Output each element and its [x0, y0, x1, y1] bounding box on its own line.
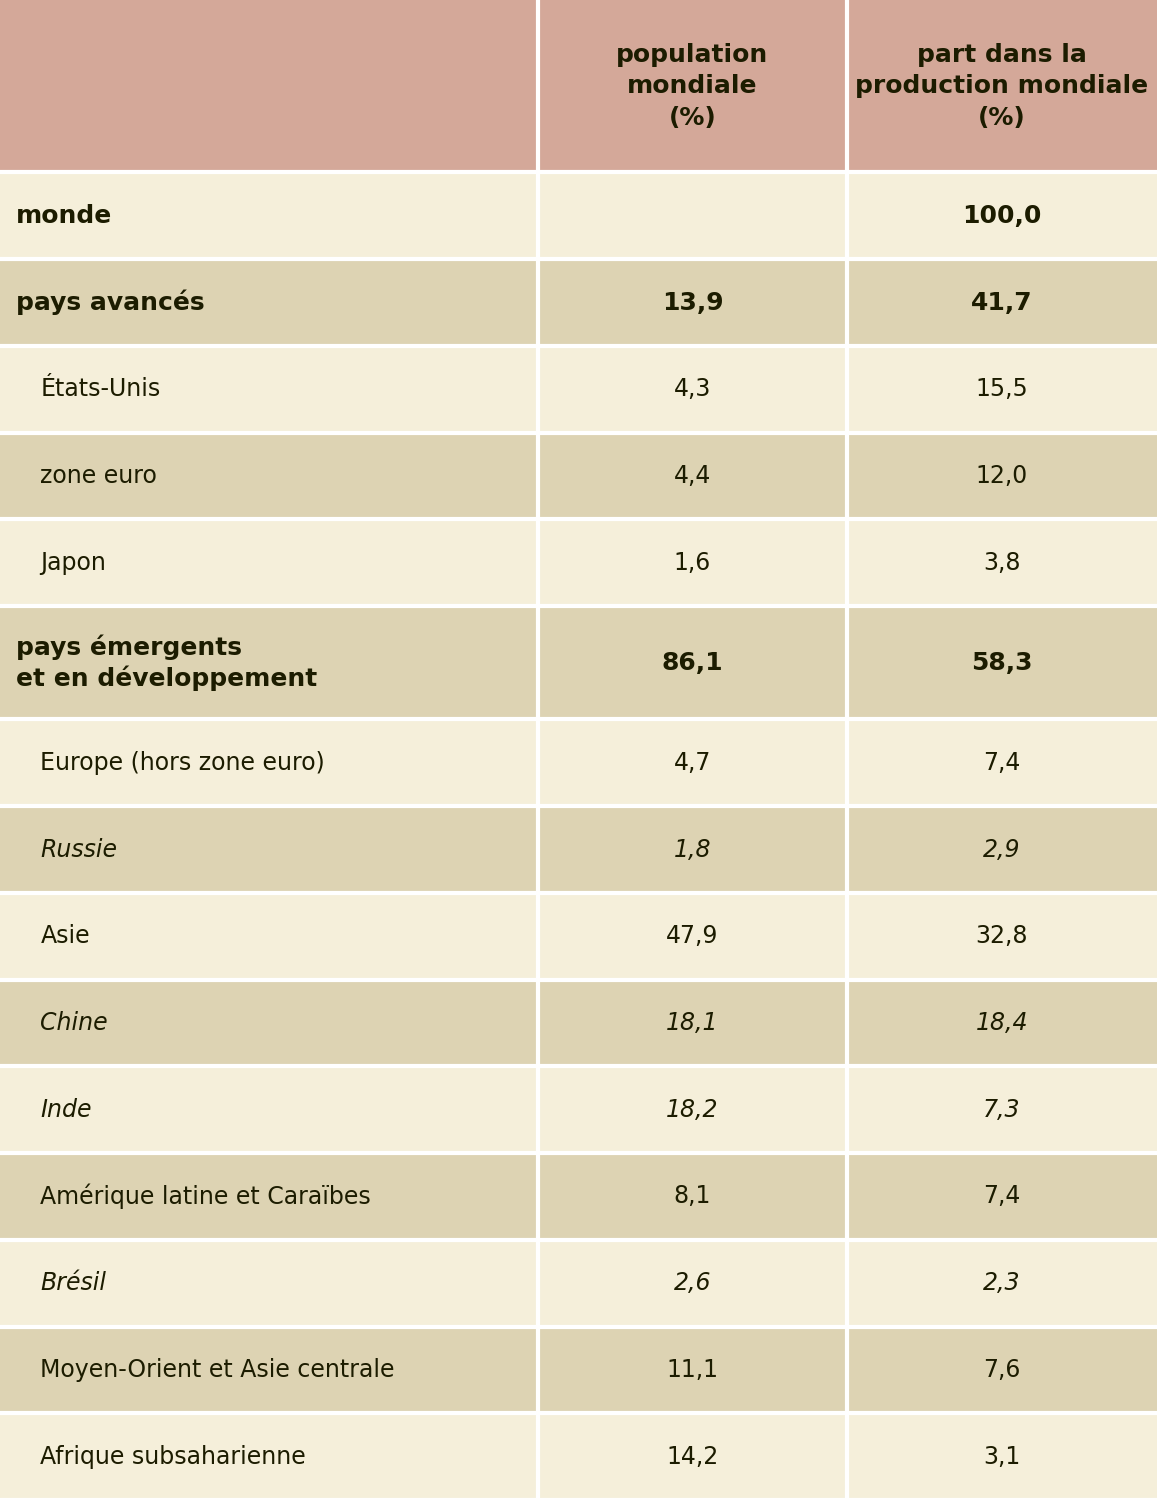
- Text: 18,2: 18,2: [666, 1098, 718, 1122]
- Bar: [0, 260, 538, 347]
- Bar: [0, 720, 538, 806]
- Text: 8,1: 8,1: [673, 1185, 712, 1209]
- Text: 18,1: 18,1: [666, 1011, 718, 1035]
- Bar: [538, 892, 847, 980]
- Text: 1,8: 1,8: [673, 837, 712, 861]
- Text: 100,0: 100,0: [963, 204, 1041, 228]
- Text: 18,4: 18,4: [975, 1011, 1029, 1035]
- Text: 13,9: 13,9: [662, 291, 723, 315]
- Bar: [538, 1413, 847, 1500]
- Bar: [0, 432, 538, 519]
- Bar: [538, 0, 847, 172]
- Text: Brésil: Brésil: [40, 1270, 106, 1294]
- Text: Japon: Japon: [40, 550, 106, 574]
- Bar: [847, 892, 1157, 980]
- Text: 86,1: 86,1: [662, 651, 723, 675]
- Text: Inde: Inde: [40, 1098, 91, 1122]
- Bar: [0, 980, 538, 1066]
- Text: 7,4: 7,4: [983, 1185, 1020, 1209]
- Bar: [0, 172, 538, 260]
- Bar: [847, 519, 1157, 606]
- Text: Europe (hors zone euro): Europe (hors zone euro): [40, 752, 325, 776]
- Bar: [0, 1413, 538, 1500]
- Text: 2,6: 2,6: [673, 1270, 712, 1294]
- Text: Amérique latine et Caraïbes: Amérique latine et Caraïbes: [40, 1184, 371, 1209]
- Text: monde: monde: [16, 204, 112, 228]
- Bar: [0, 1066, 538, 1154]
- Text: 12,0: 12,0: [975, 464, 1029, 488]
- Bar: [0, 1154, 538, 1240]
- Bar: [847, 806, 1157, 892]
- Text: population
mondiale
(%): population mondiale (%): [617, 42, 768, 130]
- Bar: [538, 980, 847, 1066]
- Bar: [847, 1066, 1157, 1154]
- Bar: [538, 172, 847, 260]
- Text: zone euro: zone euro: [40, 464, 157, 488]
- Bar: [847, 1154, 1157, 1240]
- Bar: [0, 346, 538, 432]
- Text: 3,8: 3,8: [983, 550, 1020, 574]
- Text: 11,1: 11,1: [666, 1358, 718, 1382]
- Bar: [538, 806, 847, 892]
- Text: 7,4: 7,4: [983, 752, 1020, 776]
- Bar: [847, 0, 1157, 172]
- Bar: [538, 260, 847, 347]
- Bar: [847, 432, 1157, 519]
- Bar: [847, 1413, 1157, 1500]
- Text: 7,3: 7,3: [983, 1098, 1020, 1122]
- Text: pays avancés: pays avancés: [16, 290, 205, 315]
- Bar: [0, 892, 538, 980]
- Text: 41,7: 41,7: [971, 291, 1033, 315]
- Bar: [847, 346, 1157, 432]
- Text: 3,1: 3,1: [983, 1444, 1020, 1468]
- Text: part dans la
production mondiale
(%): part dans la production mondiale (%): [855, 42, 1149, 130]
- Bar: [538, 606, 847, 720]
- Text: 47,9: 47,9: [666, 924, 718, 948]
- Text: 14,2: 14,2: [666, 1444, 718, 1468]
- Bar: [0, 0, 538, 172]
- Text: 2,9: 2,9: [983, 837, 1020, 861]
- Text: Russie: Russie: [40, 837, 117, 861]
- Text: 4,7: 4,7: [673, 752, 712, 776]
- Bar: [0, 1240, 538, 1326]
- Text: Chine: Chine: [40, 1011, 108, 1035]
- Bar: [847, 606, 1157, 720]
- Text: Asie: Asie: [40, 924, 90, 948]
- Bar: [847, 1240, 1157, 1326]
- Text: 1,6: 1,6: [673, 550, 712, 574]
- Text: 15,5: 15,5: [975, 378, 1029, 402]
- Text: 7,6: 7,6: [983, 1358, 1020, 1382]
- Bar: [0, 806, 538, 892]
- Bar: [538, 1326, 847, 1413]
- Bar: [538, 519, 847, 606]
- Bar: [847, 1326, 1157, 1413]
- Text: 2,3: 2,3: [983, 1270, 1020, 1294]
- Bar: [847, 720, 1157, 806]
- Bar: [847, 260, 1157, 347]
- Bar: [847, 980, 1157, 1066]
- Bar: [538, 1066, 847, 1154]
- Text: 58,3: 58,3: [971, 651, 1033, 675]
- Text: Afrique subsaharienne: Afrique subsaharienne: [40, 1444, 307, 1468]
- Bar: [847, 172, 1157, 260]
- Text: États-Unis: États-Unis: [40, 378, 161, 402]
- Text: 4,3: 4,3: [673, 378, 712, 402]
- Bar: [538, 720, 847, 806]
- Bar: [0, 606, 538, 720]
- Text: 4,4: 4,4: [673, 464, 712, 488]
- Bar: [538, 1240, 847, 1326]
- Bar: [0, 1326, 538, 1413]
- Text: 32,8: 32,8: [975, 924, 1029, 948]
- Bar: [538, 432, 847, 519]
- Text: pays émergents
et en développement: pays émergents et en développement: [16, 634, 317, 692]
- Bar: [538, 1154, 847, 1240]
- Bar: [0, 519, 538, 606]
- Bar: [538, 346, 847, 432]
- Text: Moyen-Orient et Asie centrale: Moyen-Orient et Asie centrale: [40, 1358, 395, 1382]
